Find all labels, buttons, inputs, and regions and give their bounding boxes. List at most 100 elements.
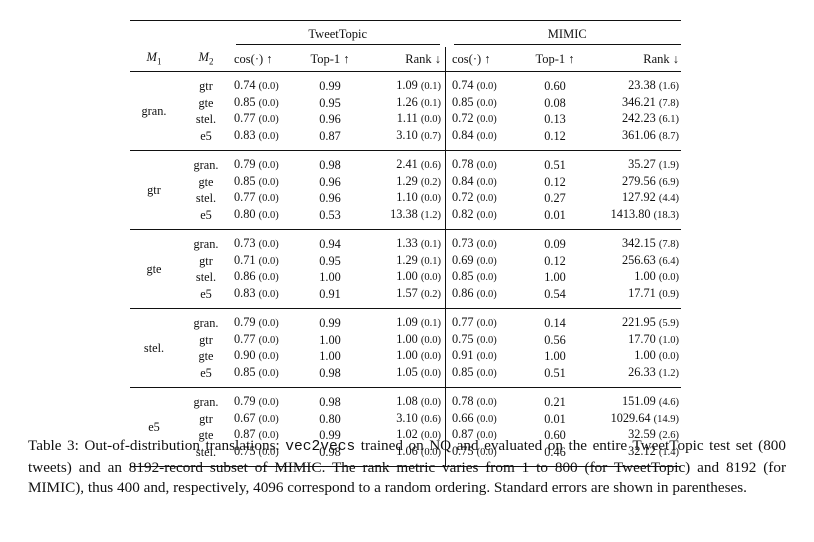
mimic-top1-cell: 1.00 <box>544 270 566 284</box>
rank-cell: 1.08 (0.0) <box>359 394 446 411</box>
rank-cell: 13.38 (1.2) <box>359 206 446 223</box>
mimic-cos-cell: 0.69 (0.0) <box>452 252 497 267</box>
cos-cell: 0.83 (0.0) <box>234 285 279 300</box>
model-b-label: gtr <box>199 332 213 347</box>
table-row: gtr 0.67 (0.0) 0.80 3.10 (0.6) 0.66 (0.0) 0.0… <box>130 410 681 427</box>
mimic-cos-cell: 0.86 (0.0) <box>452 285 497 300</box>
top1-cell: 0.98 <box>319 365 341 380</box>
cos-cell: 0.71 (0.0) <box>234 252 279 267</box>
mimic-rank-cell: 32.59 (2.6) <box>628 427 679 441</box>
mimic-cos-cell: 0.84 (0.0) <box>452 127 497 142</box>
mimic-rank-cell: 26.33 (1.2) <box>628 364 679 379</box>
mimic-rank-cell: 256.63 (6.4) <box>621 252 679 267</box>
top1-cell: 0.91 <box>319 286 341 301</box>
col-header-top1: Top-1 ↑ <box>310 51 350 66</box>
mimic-top1-cell: 0.60 <box>544 428 566 442</box>
mimic-cos-cell: 0.72 (0.0) <box>452 111 497 125</box>
mimic-top1-cell: 0.21 <box>544 395 566 409</box>
model-b-label: e5 <box>200 286 212 301</box>
cos-cell: 0.79 (0.0) <box>234 315 279 329</box>
table-row: e5 0.80 (0.0) 0.53 13.38 (1.2) 0.82 (0.0) 0.0… <box>130 206 681 223</box>
table-row: gtr 0.71 (0.0) 0.95 1.29 (0.1) 0.69 (0.0) 0.1… <box>130 252 681 269</box>
model-b-label: gtr <box>199 79 213 93</box>
model-a-label: gte <box>146 261 162 276</box>
cos-cell: 0.75 (0.0) <box>234 443 279 458</box>
mimic-top1-cell: 0.51 <box>544 365 566 380</box>
model-b-label: gte <box>198 349 214 363</box>
mimic-cos-cell: 0.75 (0.0) <box>452 331 497 346</box>
col-header-top1-mimic: Top-1 ↑ <box>535 51 575 66</box>
table-row: e5 gran. 0.79 (0.0) 0.98 1.08 (0.0) 0.78 (0.0… <box>130 394 681 434</box>
mimic-rank-cell: 342.15 (7.8) <box>621 236 679 250</box>
rank-cell: 1.00 (0.0) <box>359 331 446 348</box>
mimic-cos-cell: 0.82 (0.0) <box>452 206 497 221</box>
top1-cell: 0.96 <box>319 174 341 189</box>
top1-cell: 0.96 <box>319 191 341 205</box>
col-header-m1: M1 <box>146 49 162 67</box>
mimic-cos-cell: 0.75 (0.0) <box>452 443 497 458</box>
cos-cell: 0.83 (0.0) <box>234 127 279 142</box>
mimic-top1-cell: 0.09 <box>544 237 566 251</box>
model-b-label: stel. <box>195 112 217 126</box>
rank-cell: 1.26 (0.1) <box>359 94 446 111</box>
mimic-rank-cell: 361.06 (8.7) <box>621 127 679 142</box>
cos-cell: 0.85 (0.0) <box>234 94 279 109</box>
table-row: stel. 0.77 (0.0) 0.96 1.11 (0.0) 0.72 (0.0) 0… <box>130 111 681 128</box>
mimic-top1-cell: 0.27 <box>544 191 566 205</box>
rank-cell: 1.06 (0.0) <box>359 443 446 460</box>
model-b-label: stel. <box>195 191 217 205</box>
col-header-cos: cos(·) ↑ <box>234 51 273 66</box>
cos-cell: 0.77 (0.0) <box>234 190 279 204</box>
rank-cell: 1.02 (0.0) <box>359 427 446 444</box>
rank-cell: 1.00 (0.0) <box>359 348 446 365</box>
mimic-top1-cell: 0.14 <box>544 316 566 330</box>
col-header-rank-mimic: Rank ↓ <box>643 51 679 66</box>
top1-cell: 0.95 <box>319 253 341 268</box>
rank-cell: 1.00 (0.0) <box>359 269 446 286</box>
mimic-rank-cell: 346.21 (7.8) <box>621 94 679 109</box>
cos-cell: 0.77 (0.0) <box>234 111 279 125</box>
mimic-cos-cell: 0.78 (0.0) <box>452 394 497 408</box>
col-header-cos-mimic: cos(·) ↑ <box>452 51 491 66</box>
rank-cell: 3.10 (0.6) <box>359 410 446 427</box>
table-row: e5 0.85 (0.0) 0.98 1.05 (0.0) 0.85 (0.0) 0.51… <box>130 364 681 381</box>
model-b-label: gtr <box>199 411 213 426</box>
mimic-top1-cell: 0.56 <box>544 332 566 347</box>
table-row: stel. 0.77 (0.0) 0.96 1.10 (0.0) 0.72 (0.0) 0… <box>130 190 681 207</box>
model-a-label: gtr <box>147 182 161 197</box>
model-b-label: gte <box>198 95 214 110</box>
cos-cell: 0.73 (0.0) <box>234 236 279 250</box>
mimic-rank-cell: 127.92 (4.4) <box>621 190 679 204</box>
cos-cell: 0.85 (0.0) <box>234 173 279 188</box>
mimic-cos-cell: 0.72 (0.0) <box>452 190 497 204</box>
top1-cell: 0.53 <box>319 207 341 222</box>
top1-cell: 0.98 <box>319 158 341 172</box>
table-row: stel. 0.75 (0.0) 0.98 1.06 (0.0) 0.75 (0.0) 0… <box>130 443 681 460</box>
table-caption: Table 3: Out-of-distribution translation… <box>28 437 786 496</box>
model-b-label: e5 <box>200 365 212 380</box>
top1-cell: 0.95 <box>319 95 341 110</box>
mimic-top1-cell: 0.46 <box>544 444 566 459</box>
table-row: stel. 0.86 (0.0) 1.00 1.00 (0.0) 0.85 (0.0) 1… <box>130 269 681 286</box>
mimic-top1-cell: 0.60 <box>544 79 566 93</box>
mimic-rank-cell: 221.95 (5.9) <box>621 315 679 329</box>
rank-cell: 1.29 (0.2) <box>359 173 446 190</box>
mimic-rank-cell: 279.56 (6.9) <box>621 173 679 188</box>
cos-cell: 0.85 (0.0) <box>234 364 279 379</box>
mimic-top1-cell: 0.13 <box>544 112 566 126</box>
model-b-label: gte <box>198 428 214 442</box>
rank-cell: 1.05 (0.0) <box>359 364 446 381</box>
mimic-top1-cell: 0.54 <box>544 286 566 301</box>
mimic-cos-cell: 0.66 (0.0) <box>452 410 497 425</box>
model-b-label: gte <box>198 174 214 189</box>
mimic-rank-cell: 1.00 (0.0) <box>634 269 679 283</box>
col-header-m2: M2 <box>198 49 214 67</box>
top1-cell: 1.00 <box>319 270 341 284</box>
table-row: stel. gran. 0.79 (0.0) 0.99 1.09 (0.1) 0.77 (… <box>130 315 681 355</box>
rank-cell: 1.57 (0.2) <box>359 285 446 302</box>
model-b-label: e5 <box>200 207 212 222</box>
top1-cell: 0.99 <box>319 428 341 442</box>
cos-cell: 0.79 (0.0) <box>234 394 279 408</box>
mimic-cos-cell: 0.85 (0.0) <box>452 269 497 283</box>
model-b-label: gran. <box>193 158 219 172</box>
